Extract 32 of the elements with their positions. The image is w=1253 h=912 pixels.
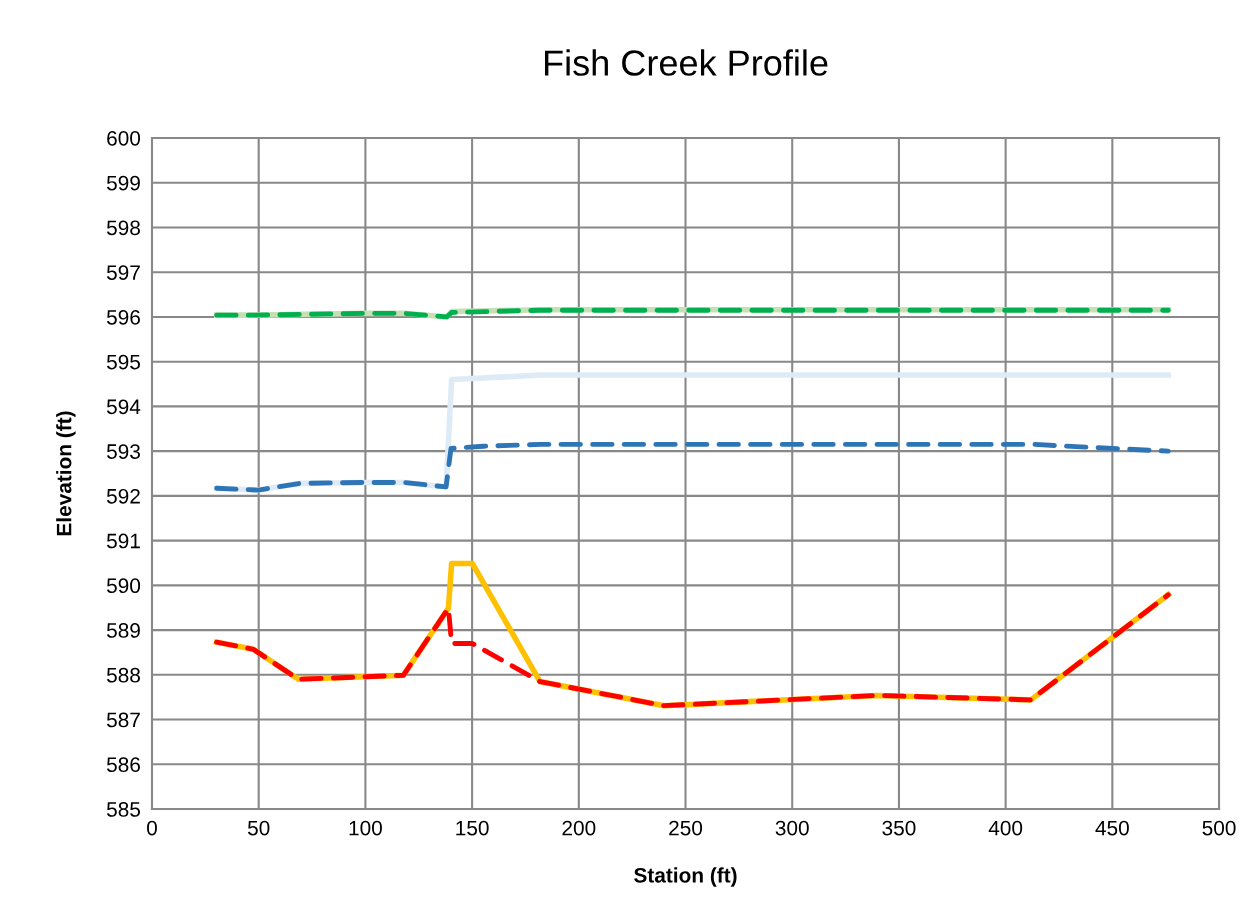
x-tick-label: 200 <box>562 820 596 836</box>
x-tick-label: 0 <box>147 820 157 836</box>
y-tick-label: 588 <box>106 667 140 683</box>
x-tick-label: 100 <box>349 820 382 836</box>
y-tick-label: 592 <box>106 488 140 504</box>
x-tick-label: 300 <box>775 820 809 836</box>
chart-title: Fish Creek Profile <box>545 49 828 76</box>
y-tick-label: 587 <box>106 712 140 728</box>
y-tick-label: 598 <box>106 220 140 236</box>
line-series <box>214 592 1171 709</box>
y-axis-title: Elevation (ft) <box>56 411 76 536</box>
x-tick-label: 350 <box>882 820 916 836</box>
y-tick-label: 594 <box>106 399 141 415</box>
y-tick-label: 596 <box>106 309 140 325</box>
x-tick-label: 400 <box>988 820 1023 836</box>
y-tick-label: 586 <box>106 757 140 773</box>
x-tick-label: 50 <box>247 820 270 836</box>
y-tick-label: 597 <box>106 265 140 280</box>
y-tick-label: 599 <box>106 175 140 191</box>
y-tick-label: 591 <box>106 533 140 549</box>
x-tick-label: 150 <box>456 820 489 836</box>
line-series <box>214 442 1171 493</box>
y-tick-label: 589 <box>106 623 140 638</box>
x-tick-label: 450 <box>1095 820 1129 836</box>
x-tick-label: 500 <box>1202 820 1236 836</box>
y-tick-label: 595 <box>106 354 141 370</box>
y-tick-label: 585 <box>106 802 141 817</box>
y-tick-label: 600 <box>107 130 141 146</box>
x-axis-title: Station (ft) <box>634 867 737 887</box>
x-tick-label: 250 <box>669 820 703 836</box>
y-tick-label: 590 <box>106 578 141 594</box>
y-tick-label: 593 <box>106 444 140 459</box>
